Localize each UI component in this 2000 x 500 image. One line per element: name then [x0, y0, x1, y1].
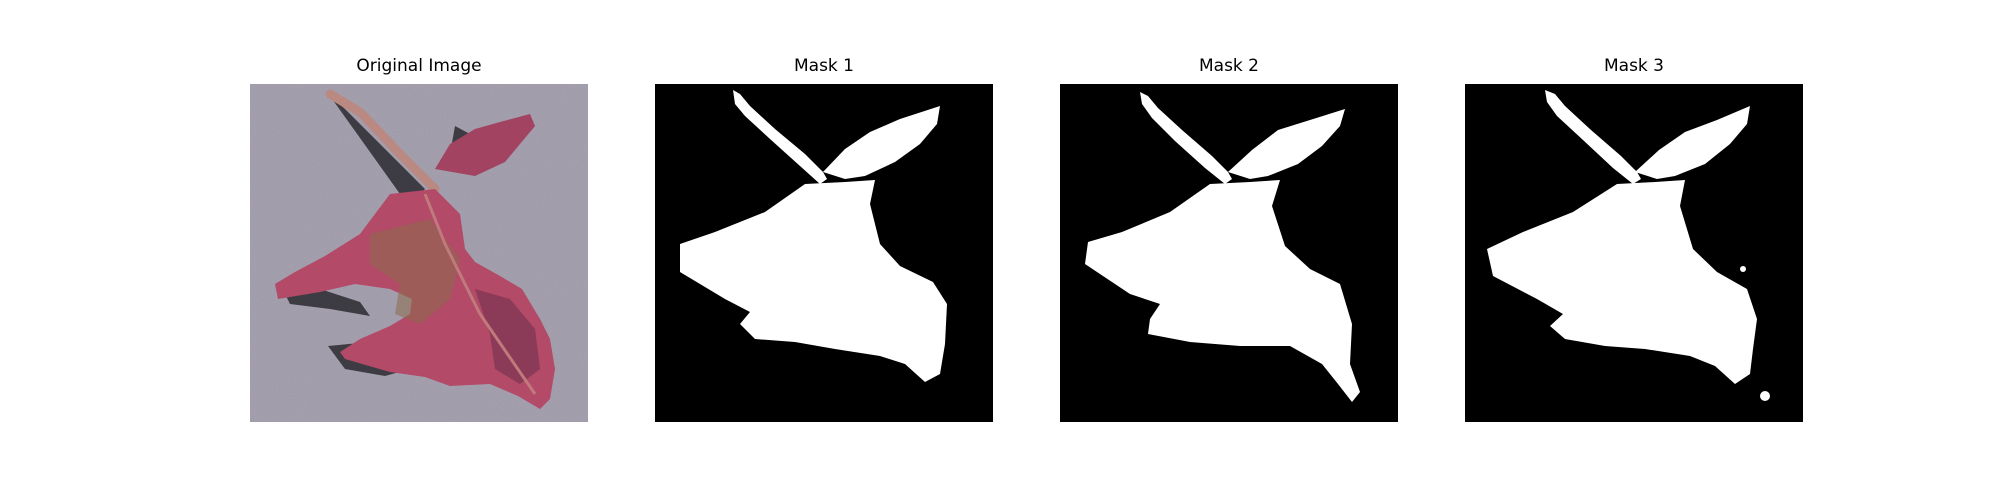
mask-3-foreground: [1487, 90, 1770, 401]
panel-title-original-image: Original Image: [356, 56, 482, 76]
mask-2-panel: Mask 2: [1060, 56, 1398, 422]
original-image-panel: Original Image: [250, 56, 588, 422]
panel-title-mask-1: Mask 1: [793, 56, 854, 76]
leaf-vein-region: [370, 219, 460, 324]
mask-3-panel: Mask 3: [1465, 56, 1803, 422]
leaf-dark-patch: [475, 289, 540, 384]
mask-2-foreground: [1085, 92, 1360, 402]
original-image: [250, 84, 588, 422]
panel-title-mask-3: Mask 3: [1603, 56, 1664, 76]
mask-1-image: [655, 84, 993, 422]
leaf-midrib: [423, 193, 537, 395]
mask-2-image: [1060, 84, 1398, 422]
leaf-shadow: [280, 96, 470, 376]
mask-1-foreground: [680, 90, 947, 382]
leaf-stem: [325, 89, 440, 194]
mask-1-panel: Mask 1: [655, 56, 993, 422]
panel-title-mask-2: Mask 2: [1198, 56, 1259, 76]
mask-3-image: [1465, 84, 1803, 422]
leaf-upper-lobe: [435, 114, 535, 176]
